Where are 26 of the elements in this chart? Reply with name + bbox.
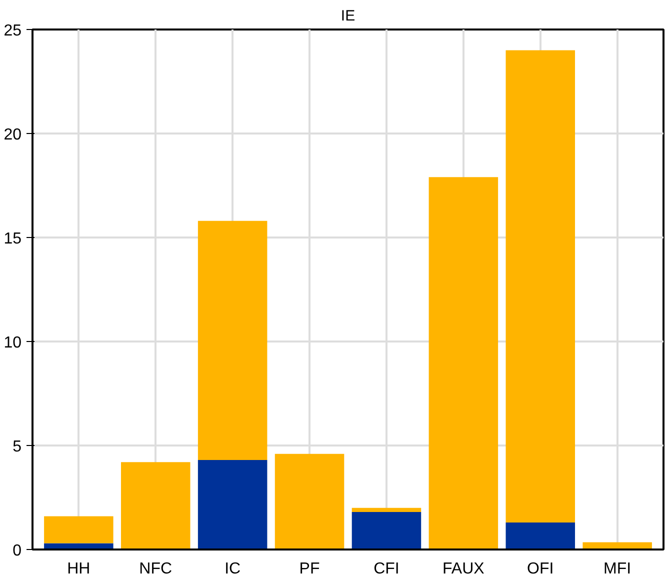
bar [582,542,652,550]
x-tick-label: FAUX [442,560,485,578]
bar [352,512,422,550]
x-tick-label: PF [299,560,320,578]
y-tick-label: 5 [12,438,22,456]
bar [428,177,498,550]
bar [44,516,114,544]
x-tick-label: NFC [139,560,172,578]
x-tick-label: CFI [374,560,400,578]
y-tick-label: 15 [4,230,22,248]
y-tick-label: 0 [12,542,22,560]
chart-title: IE [340,8,356,24]
x-tick-label: MFI [604,560,632,578]
bar [198,220,268,460]
bar [352,508,422,512]
x-tick-label: IC [224,560,241,578]
bar [120,462,190,550]
bar [198,460,268,550]
y-tick-label: 20 [4,126,22,144]
bar [274,454,344,550]
y-tick-label: 25 [4,22,22,40]
bar [506,50,576,522]
y-tick-label: 10 [4,334,22,352]
x-tick-label: OFI [527,560,554,578]
bar [506,522,576,550]
x-tick-label: HH [67,560,90,578]
